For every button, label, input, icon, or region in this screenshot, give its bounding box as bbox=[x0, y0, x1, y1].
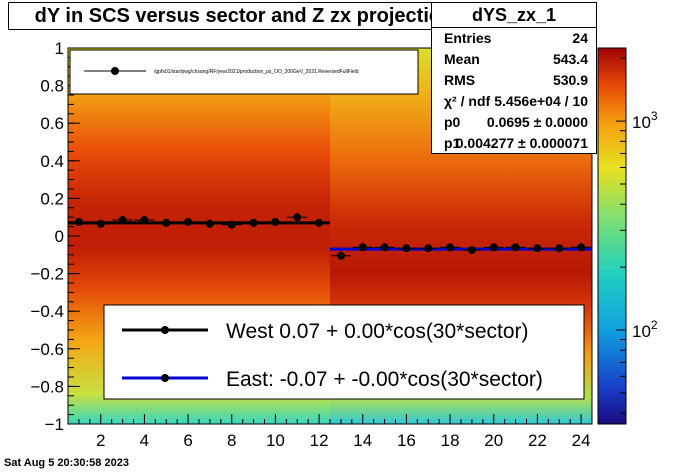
y-tick-label: −0.8 bbox=[30, 377, 64, 396]
y-tick-label: −0.4 bbox=[30, 302, 64, 321]
y-tick-label: −1 bbox=[45, 415, 64, 434]
y-tick-label: 0.2 bbox=[40, 189, 64, 208]
stat-value: 530.9 bbox=[552, 72, 588, 88]
stat-value: 0.0695 ± 0.0000 bbox=[486, 114, 588, 130]
data-point bbox=[118, 216, 127, 225]
data-point bbox=[336, 251, 345, 260]
x-tick-label: 8 bbox=[227, 431, 236, 450]
legend-marker-0 bbox=[161, 326, 169, 334]
y-tick-label: 0.4 bbox=[40, 152, 64, 171]
chart-title: dY in SCS versus sector and Z zx project… bbox=[34, 5, 454, 27]
x-tick-label: 18 bbox=[441, 431, 460, 450]
legend-label-1: East: -0.07 + -0.00*cos(30*sector) bbox=[226, 368, 543, 391]
x-tick-label: 2 bbox=[96, 431, 105, 450]
data-point bbox=[467, 246, 476, 255]
stat-value: 5.456e+04 / 10 bbox=[494, 93, 588, 109]
x-tick-label: 24 bbox=[572, 431, 591, 450]
palette-axis: 102 103 bbox=[616, 57, 658, 414]
legend-top-label: /gpfs01/star/pwg/chsang/RF/year2021/prod… bbox=[154, 69, 359, 75]
x-tick-label: 20 bbox=[484, 431, 503, 450]
x-tick-label: 22 bbox=[528, 431, 547, 450]
y-tick-label: 1 bbox=[55, 39, 64, 58]
stat-key: RMS bbox=[444, 72, 476, 88]
data-point bbox=[249, 218, 258, 227]
data-point bbox=[533, 244, 542, 253]
data-point bbox=[424, 244, 433, 253]
stat-key: p1 bbox=[444, 135, 461, 151]
axes: 2 4 6 8 10 12 14 16 18 20 22 24−1−0.8−0.6−0.4−0.200… bbox=[30, 39, 593, 450]
legend-top-box bbox=[69, 49, 419, 95]
data-point bbox=[446, 243, 455, 252]
data-point bbox=[227, 220, 236, 229]
x-tick-label: 16 bbox=[397, 431, 416, 450]
data-point bbox=[293, 213, 302, 222]
data-point bbox=[205, 219, 214, 228]
stat-row-chi2: χ² / ndf 5.456e+04 / 10 bbox=[432, 90, 596, 112]
stat-key: p0 bbox=[444, 114, 461, 130]
color-palette bbox=[597, 47, 627, 425]
y-tick-label: 0.6 bbox=[40, 114, 64, 133]
data-point bbox=[162, 218, 171, 227]
legend-fits: West 0.07 + 0.00*cos(30*sector) East: -0.… bbox=[103, 304, 585, 400]
data-point bbox=[271, 217, 280, 226]
legend-top: /gpfs01/star/pwg/chsang/RF/year2021/prod… bbox=[69, 49, 419, 95]
data-point bbox=[184, 217, 193, 226]
stat-key: Entries bbox=[444, 30, 492, 46]
stat-row-p0: p0 0.0695 ± 0.0000 bbox=[432, 111, 596, 133]
data-point bbox=[577, 243, 586, 252]
stat-row-mean: Mean 543.4 bbox=[432, 48, 596, 70]
palette-tick-label: 102 bbox=[632, 318, 658, 341]
fit-lines bbox=[68, 221, 592, 251]
y-tick-label: −0.6 bbox=[30, 340, 64, 359]
data-point bbox=[489, 243, 498, 252]
x-tick-label: 12 bbox=[310, 431, 329, 450]
x-tick-label: 4 bbox=[140, 431, 149, 450]
legend-fits-box bbox=[103, 304, 585, 400]
data-point bbox=[402, 244, 411, 253]
data-point bbox=[96, 219, 105, 228]
x-tick-label: 10 bbox=[266, 431, 285, 450]
data-point bbox=[315, 218, 324, 227]
palette-tick-label: 103 bbox=[632, 109, 658, 132]
data-point bbox=[74, 217, 83, 226]
stat-key: Mean bbox=[444, 51, 480, 67]
stat-row-rms: RMS 530.9 bbox=[432, 69, 596, 91]
stats-box: dYS_zx_1 Entries 24 Mean 543.4 RMS 530.9… bbox=[431, 2, 597, 154]
data-point bbox=[380, 243, 389, 252]
stat-value: 0.004277 ± 0.000071 bbox=[455, 135, 588, 151]
y-tick-label: 0 bbox=[55, 227, 64, 246]
data-points bbox=[68, 213, 592, 260]
data-point bbox=[358, 243, 367, 252]
timestamp: Sat Aug 5 20:30:58 2023 bbox=[4, 457, 129, 469]
y-tick-label: 0.8 bbox=[40, 77, 64, 96]
legend-label-0: West 0.07 + 0.00*cos(30*sector) bbox=[226, 320, 529, 343]
stat-value: 543.4 bbox=[552, 51, 588, 67]
legend-top-marker bbox=[111, 67, 119, 75]
stat-row-entries: Entries 24 bbox=[432, 27, 596, 49]
stat-key: χ² / ndf bbox=[444, 93, 491, 109]
legend-marker-1 bbox=[161, 374, 169, 382]
title-box: dY in SCS versus sector and Z zx project… bbox=[8, 2, 480, 30]
stats-title: dYS_zx_1 bbox=[432, 3, 596, 28]
stat-value: 24 bbox=[572, 30, 588, 46]
stat-row-p1: p1 0.004277 ± 0.000071 bbox=[432, 132, 596, 154]
data-point bbox=[140, 216, 149, 225]
data-point bbox=[511, 243, 520, 252]
x-tick-label: 6 bbox=[183, 431, 192, 450]
y-tick-label: −0.2 bbox=[30, 265, 64, 284]
x-tick-label: 14 bbox=[353, 431, 372, 450]
data-point bbox=[555, 244, 564, 253]
